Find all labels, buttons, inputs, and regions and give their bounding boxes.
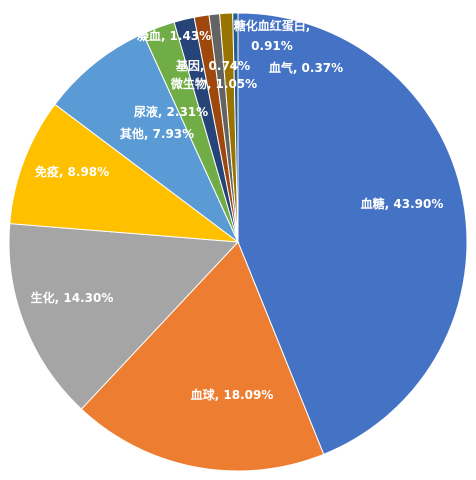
data-label-糖化血红蛋白: 糖化血红蛋白, 0.91% — [234, 18, 311, 53]
data-label-血气: 血气, 0.37% — [269, 60, 343, 75]
pie-slice-血糖 — [237, 12, 468, 456]
pie-slice-其他 — [54, 32, 239, 243]
data-label-尿液: 尿液, 2.31% — [134, 104, 208, 119]
pie-slice-血气 — [232, 12, 239, 243]
pie-slice-生化 — [8, 223, 240, 410]
data-label-微生物: 微生物, 1.05% — [170, 76, 257, 91]
pie-slice-血球 — [80, 241, 325, 472]
data-label-血糖: 血糖, 43.90% — [361, 196, 444, 211]
labels-layer: 血糖, 43.90% 血球, 18.09% 生化, 14.30% 免疫, 8.98% 其… — [31, 18, 444, 402]
pie-slice-免疫 — [9, 103, 240, 243]
data-label-其他: 其他, 7.93% — [120, 126, 194, 141]
slices-layer — [8, 12, 468, 472]
data-label-基因: 基因, 0.74% — [175, 58, 250, 73]
data-label-血球: 血球, 18.09% — [191, 387, 274, 402]
data-label-凝血: 凝血, 1.43% — [137, 28, 211, 43]
data-label-生化: 生化, 14.30% — [31, 290, 114, 305]
data-label-免疫: 免疫, 8.98% — [35, 164, 109, 179]
